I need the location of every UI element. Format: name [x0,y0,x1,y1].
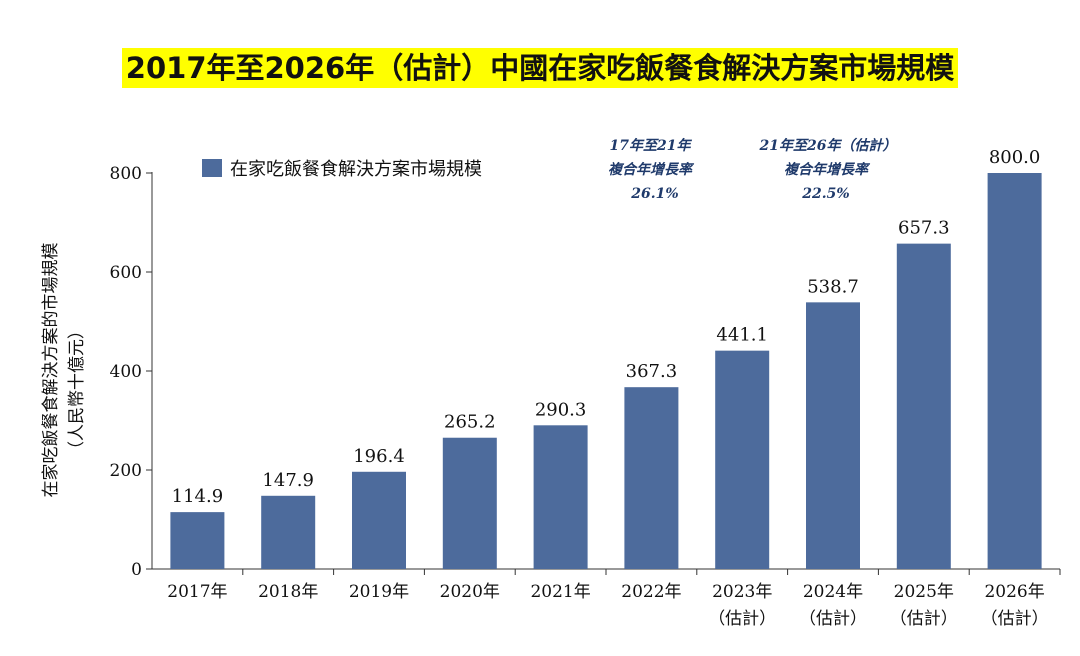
cagr-2-period: 21年至26年（估計） [759,137,897,154]
legend-swatch [202,159,222,177]
cagr-1-value: 26.1% [630,186,678,202]
x-tick-note: （估計） [981,609,1049,629]
value-label: 657.3 [898,218,950,239]
bars [170,173,1042,569]
value-label: 196.4 [353,446,405,467]
bar [352,471,406,569]
value-label: 538.7 [807,276,859,297]
y-tick-label: 800 [110,164,142,184]
x-tick-label: 2025年 [894,582,954,602]
cagr-1-label: 複合年增長率 [608,161,695,178]
x-tick-label: 2019年 [349,582,409,602]
bar [624,387,679,569]
value-label: 265.2 [444,412,496,433]
y-tick-label: 200 [110,461,142,481]
bar [896,243,951,569]
x-tick-note: （估計） [708,609,776,629]
legend: 在家吃飯餐食解決方案市場規模 [202,159,482,180]
cagr-2-value: 22.5% [801,186,849,202]
legend-label: 在家吃飯餐食解決方案市場規模 [230,159,482,180]
y-axis-unit: （人民幣十億元） [67,322,87,458]
x-tick-label: 2023年 [712,582,772,602]
x-tick-label: 2026年 [984,582,1044,602]
value-label: 114.9 [172,486,224,507]
bar [170,512,225,569]
y-tick-label: 400 [110,362,142,382]
y-tick-label: 0 [131,560,142,580]
cagr-1-period: 17年至21年 [610,137,693,154]
cagr-annotation-1: 17年至21年 複合年增長率 26.1% [608,137,695,202]
value-label: 367.3 [626,361,678,382]
x-tick-label: 2022年 [621,582,681,602]
x-tick-label: 2017年 [167,582,227,602]
bar [715,350,770,569]
value-labels: 114.9 147.9 196.4 265.2 290.3 367.3 441.1 538.7… [172,147,1041,507]
bar [806,302,860,569]
value-label: 290.3 [535,399,587,420]
cagr-annotation-2: 21年至26年（估計） 複合年增長率 22.5% [759,137,897,202]
chart-title: 2017年至2026年（估計）中國在家吃飯餐食解決方案市場規模 [121,48,959,88]
x-tick-label: 2020年 [440,582,500,602]
x-tick-note: （估計） [890,609,958,629]
y-tick-label: 600 [110,263,142,283]
bar [987,173,1042,569]
value-label: 147.9 [262,470,314,491]
x-tick-label: 2024年 [803,582,863,602]
value-label: 800.0 [989,147,1041,168]
x-tick-label: 2018年 [258,582,318,602]
bar [442,437,497,569]
bar [533,425,588,569]
y-axis-label: 在家吃飯餐食解決方案的市場規模 [41,243,61,498]
cagr-2-label: 複合年增長率 [784,161,871,178]
y-axis-title: 在家吃飯餐食解決方案的市場規模 （人民幣十億元） [41,243,87,498]
x-tick-labels: 2017年 2018年 2019年 2020年 2021年 2022年 2023年 （估計） 2… [167,582,1048,629]
title-container: 2017年至2026年（估計）中國在家吃飯餐食解決方案市場規模 [0,48,1080,88]
x-tick-label: 2021年 [530,582,590,602]
value-label: 441.1 [716,325,768,346]
x-tick-note: （估計） [799,609,867,629]
bar [261,495,316,569]
